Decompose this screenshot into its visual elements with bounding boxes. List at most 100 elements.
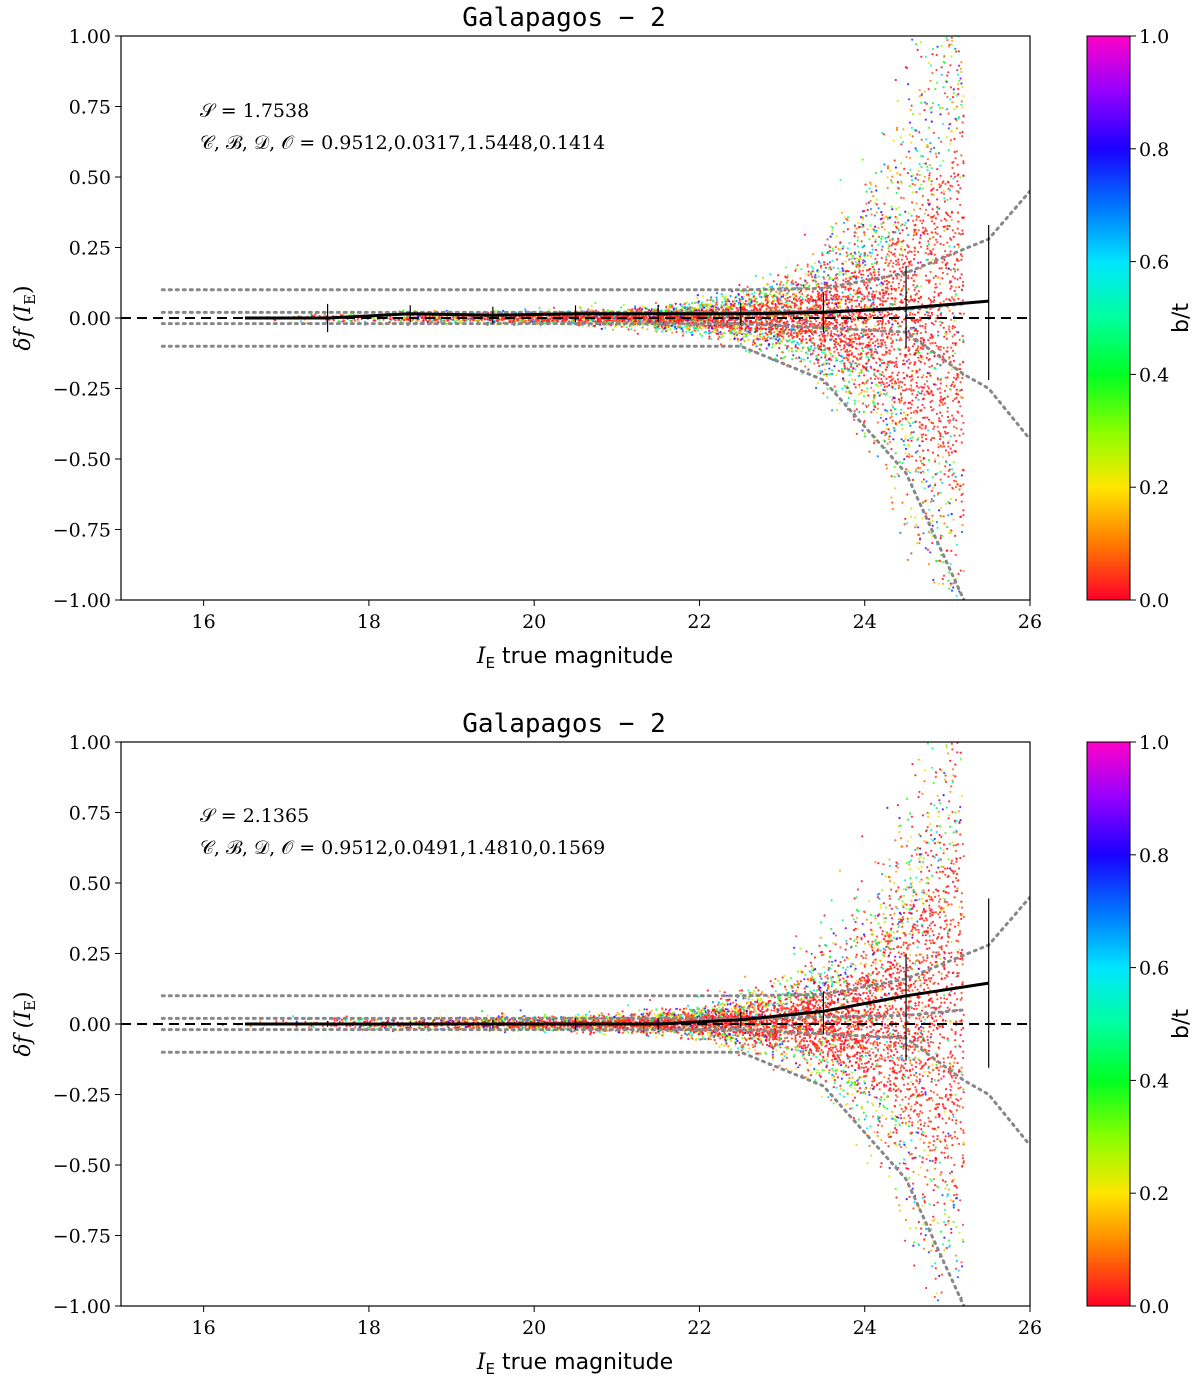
scatter-point bbox=[710, 319, 714, 323]
scatter-point bbox=[944, 449, 948, 452]
scatter-point bbox=[914, 286, 917, 289]
scatter-point bbox=[780, 357, 783, 360]
scatter-point bbox=[636, 332, 640, 335]
scatter-point bbox=[299, 320, 303, 323]
scatter-point bbox=[857, 399, 860, 403]
scatter-point bbox=[729, 294, 732, 298]
scatter-point bbox=[797, 320, 801, 323]
scatter-point bbox=[929, 150, 932, 153]
scatter-point bbox=[954, 232, 957, 235]
scatter-point bbox=[913, 363, 916, 366]
scatter-point bbox=[942, 346, 945, 349]
scatter-point bbox=[778, 337, 781, 341]
scatter-point bbox=[753, 314, 757, 318]
scatter-point bbox=[753, 338, 756, 342]
scatter-point bbox=[938, 387, 942, 390]
scatter-point bbox=[827, 332, 830, 335]
scatter-point bbox=[824, 243, 827, 246]
scatter-point bbox=[887, 164, 890, 168]
scatter-point bbox=[815, 386, 818, 390]
scatter-point bbox=[859, 353, 862, 356]
scatter-point bbox=[911, 174, 914, 177]
scatter-point bbox=[816, 269, 819, 272]
scatter-point bbox=[872, 399, 875, 402]
scatter-point bbox=[865, 214, 868, 217]
scatter-point bbox=[933, 290, 936, 294]
scatter-point bbox=[745, 315, 748, 318]
scatter-point bbox=[919, 261, 922, 264]
scatter-point bbox=[914, 293, 917, 296]
scatter-point bbox=[910, 552, 913, 555]
scatter-point bbox=[949, 215, 952, 218]
scatter-point bbox=[896, 374, 899, 377]
scatter-point bbox=[888, 231, 891, 234]
scatter-point bbox=[870, 315, 873, 318]
scatter-point bbox=[931, 541, 934, 545]
scatter-point bbox=[903, 261, 907, 264]
scatter-point bbox=[835, 313, 839, 316]
top-chart-panel: Galapagos − 2 16 18 20 22 24 26 1.000.750.500… bbox=[11, 3, 1194, 672]
scatter-point bbox=[919, 324, 922, 327]
scatter-point bbox=[871, 248, 874, 251]
scatter-point bbox=[833, 306, 836, 309]
scatter-point bbox=[933, 146, 936, 149]
scatter-point bbox=[867, 298, 870, 301]
scatter-point bbox=[900, 245, 903, 248]
scatter-point bbox=[932, 408, 935, 411]
scatter-point bbox=[847, 287, 850, 290]
scatter-point bbox=[896, 472, 899, 475]
scatter-point bbox=[806, 356, 809, 359]
scatter-point bbox=[871, 227, 874, 231]
scatter-point bbox=[833, 332, 836, 336]
scatter-point bbox=[755, 345, 758, 348]
scatter-point bbox=[952, 586, 955, 589]
scatter-point bbox=[914, 228, 917, 231]
scatter-point bbox=[914, 313, 917, 316]
scatter-point bbox=[875, 262, 878, 265]
scatter-point bbox=[894, 78, 897, 82]
scatter-point bbox=[804, 299, 807, 302]
scatter-point bbox=[894, 231, 897, 234]
scatter-point bbox=[853, 257, 856, 260]
scatter-point bbox=[760, 302, 763, 305]
scatter-point bbox=[839, 253, 842, 256]
scatter-point bbox=[934, 320, 937, 323]
scatter-point bbox=[931, 393, 934, 396]
scatter-point bbox=[805, 338, 808, 341]
scatter-point bbox=[817, 323, 820, 326]
scatter-point bbox=[804, 272, 807, 275]
scatter-point bbox=[953, 137, 956, 141]
scatter-point bbox=[752, 341, 755, 344]
scatter-point bbox=[774, 334, 777, 337]
scatter-point bbox=[725, 320, 728, 323]
scatter-point bbox=[813, 342, 816, 345]
scatter-point bbox=[778, 330, 781, 333]
scatter-point bbox=[837, 369, 841, 372]
scatter-point bbox=[901, 249, 904, 252]
scatter-point bbox=[828, 323, 831, 326]
scatter-point bbox=[410, 319, 413, 322]
scatter-point bbox=[937, 347, 940, 350]
scatter-point bbox=[915, 292, 919, 295]
scatter-point bbox=[932, 578, 935, 582]
scatter-point bbox=[924, 274, 928, 277]
scatter-point bbox=[923, 487, 926, 490]
scatter-point bbox=[803, 233, 807, 236]
scatter-point bbox=[810, 273, 813, 276]
scatter-point bbox=[913, 250, 916, 253]
scatter-point bbox=[895, 191, 898, 195]
scatter-point bbox=[883, 202, 886, 205]
scatter-point bbox=[845, 356, 848, 359]
scatter-point bbox=[782, 293, 785, 296]
scatter-point bbox=[766, 339, 769, 342]
scatter-point bbox=[856, 236, 860, 239]
scatter-point bbox=[900, 423, 903, 426]
scatter-point bbox=[914, 470, 917, 473]
scatter-point bbox=[907, 288, 910, 291]
scatter-point bbox=[960, 82, 963, 85]
scatter-point bbox=[896, 365, 899, 369]
scatter-point bbox=[953, 263, 957, 266]
scatter-point bbox=[867, 359, 870, 363]
scatter-point bbox=[951, 468, 954, 471]
scatter-point bbox=[845, 337, 848, 340]
